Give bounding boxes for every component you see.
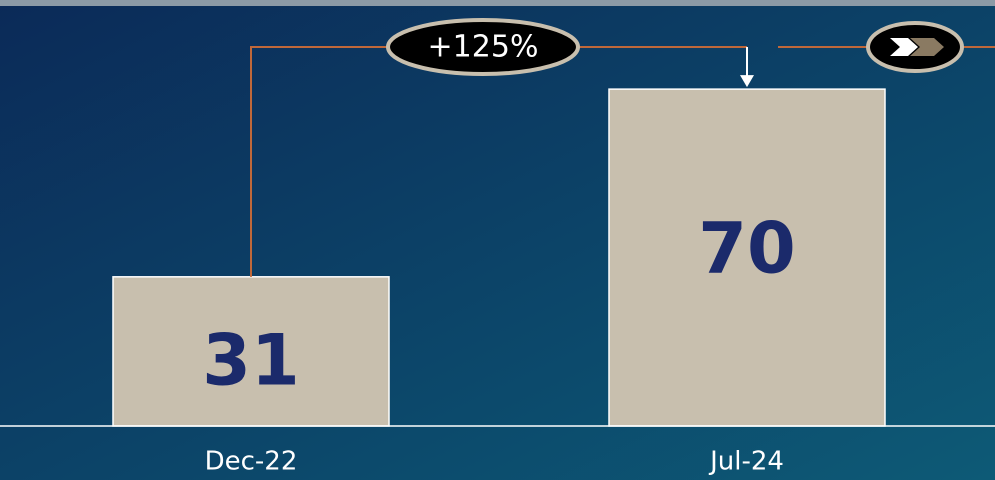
value-label: 31 <box>202 319 299 401</box>
chevron <box>890 38 918 56</box>
chevron <box>910 38 944 56</box>
x-tick-label: Jul-24 <box>708 447 784 477</box>
bar <box>112 276 390 427</box>
annotation-bubble <box>386 18 580 76</box>
plot: 31 Dec-22 70 Jul-24 +125% <box>0 18 995 477</box>
connector <box>250 46 747 277</box>
value-label: 70 <box>698 208 795 290</box>
top-border <box>0 0 995 6</box>
annotation: +125% <box>428 30 539 65</box>
bar <box>608 88 886 427</box>
x-tick-label: Dec-22 <box>205 447 298 477</box>
arrow-head <box>740 75 754 88</box>
